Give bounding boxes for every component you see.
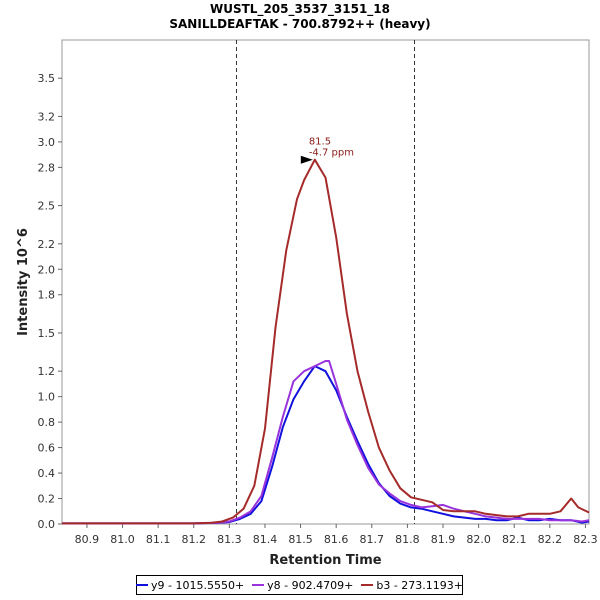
series-line [62, 360, 590, 525]
x-tick-label: 81.1 [146, 533, 171, 546]
y-tick-label: 2.5 [38, 200, 56, 213]
y-tick-label: 3.2 [38, 110, 56, 123]
y-axis-label: Intensity 10^6 [16, 228, 31, 336]
x-tick-label: 81.7 [360, 533, 385, 546]
chart-title: WUSTL_205_3537_3151_18 [210, 2, 390, 16]
x-tick-label: 82.2 [538, 533, 563, 546]
y-tick-label: 1.2 [38, 365, 56, 378]
legend-label: y8 - 902.4709+ [267, 578, 354, 592]
y-tick-label: 1.8 [38, 289, 56, 302]
x-tick-label: 81.9 [431, 533, 456, 546]
series-line [62, 158, 590, 525]
x-tick-label: 81.4 [253, 533, 278, 546]
x-tick-label: 81.3 [217, 533, 242, 546]
x-tick-label: 81.6 [324, 533, 349, 546]
legend-label: y9 - 1015.5550+ [150, 578, 245, 592]
legend-label: b3 - 273.1193+ [376, 578, 464, 592]
plot-area [61, 39, 590, 525]
legend-swatch [361, 584, 374, 586]
legend-item: y8 - 902.4709+ [252, 579, 353, 592]
legend-swatch [252, 584, 265, 586]
x-tick-label: 81.0 [110, 533, 135, 546]
x-axis-label: Retention Time [269, 553, 381, 568]
y-tick-label: 2.8 [38, 161, 56, 174]
peak-marker [300, 155, 313, 164]
chart-legend: y9 - 1015.5550+ y8 - 902.4709+ b3 - 273.11… [135, 575, 463, 595]
y-tick-label: 0.8 [38, 416, 56, 429]
y-tick-label: 1.5 [38, 327, 56, 340]
peak-label-rt: 81.5 [309, 137, 331, 148]
x-tick-label: 82.1 [502, 533, 527, 546]
x-tick-label: 82.3 [573, 533, 598, 546]
y-tick-label: 0.6 [38, 442, 56, 455]
legend-swatch [135, 584, 148, 586]
legend-item: b3 - 273.1193+ [361, 579, 463, 592]
y-tick-label: 3.0 [38, 136, 56, 149]
y-tick-label: 2.0 [38, 263, 56, 276]
x-tick-label: 81.8 [395, 533, 420, 546]
y-tick-label: 1.0 [38, 391, 56, 404]
y-tick-label: 0.2 [38, 493, 56, 506]
x-tick-label: 80.9 [75, 533, 100, 546]
x-tick-label: 81.5 [288, 533, 313, 546]
chart-subtitle: SANILLDEAFTAK - 700.8792++ (heavy) [169, 17, 431, 31]
y-tick-label: 2.2 [38, 238, 56, 251]
y-tick-label: 0.4 [38, 467, 56, 480]
y-tick-label: 3.5 [38, 72, 56, 85]
x-tick-label: 81.2 [182, 533, 207, 546]
peak-label-ppm: -4.7 ppm [309, 148, 354, 159]
y-tick-label: 0.0 [38, 518, 56, 531]
x-tick-label: 82.0 [466, 533, 491, 546]
legend-item: y9 - 1015.5550+ [135, 578, 245, 592]
